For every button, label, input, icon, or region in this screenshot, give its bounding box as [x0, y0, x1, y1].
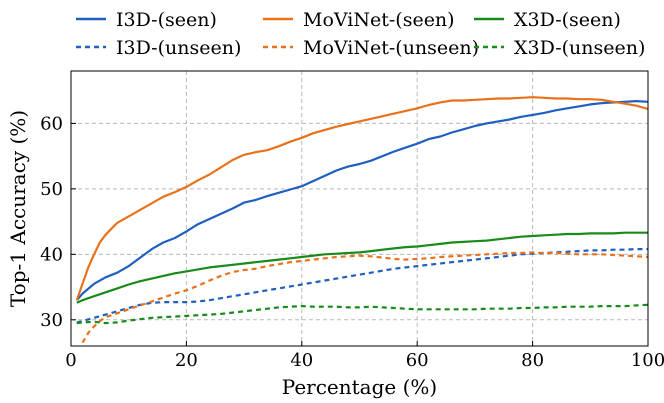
y-tick-label-40: 40 — [40, 244, 63, 265]
grid — [71, 71, 648, 346]
legend-label-x3d-seen: X3D-(seen) — [514, 9, 621, 31]
plot-frame — [70, 70, 649, 347]
series-line-x3d-seen — [76, 231, 648, 304]
series-line-movinet-unseen — [81, 251, 649, 344]
legend-label-i3d-unseen: I3D-(unseen) — [116, 37, 241, 59]
x-tick-label-100: 100 — [631, 350, 664, 371]
series-line-movinet-seen — [75, 96, 649, 301]
series-line-i3d-unseen — [76, 248, 648, 324]
x-tick-label-20: 20 — [175, 350, 198, 371]
legend-label-movinet-seen: MoViNet-(seen) — [303, 9, 455, 31]
series-line-x3d-unseen — [76, 303, 649, 325]
x-tick-label-80: 80 — [521, 350, 544, 371]
series-line-i3d-seen — [75, 100, 649, 301]
y-axis-label: Top-1 Accuracy (%) — [6, 110, 30, 307]
series-lines — [75, 96, 649, 344]
y-tick-label-60: 60 — [40, 113, 63, 134]
x-axis-label: Percentage (%) — [282, 375, 437, 399]
x-tick-label-40: 40 — [290, 350, 313, 371]
x-axis-ticks: 0 20 40 60 80 100 — [65, 341, 664, 371]
x-tick-label-0: 0 — [65, 350, 76, 371]
y-axis-ticks: 30 40 50 60 — [40, 113, 76, 331]
y-tick-label-50: 50 — [40, 179, 63, 200]
legend-label-x3d-unseen: X3D-(unseen) — [514, 37, 645, 59]
y-tick-label-30: 30 — [40, 310, 63, 331]
legend-label-movinet-unseen: MoViNet-(unseen) — [303, 37, 479, 59]
legend: I3D-(seen) MoViNet-(seen) X3D-(seen) I3D-(u… — [76, 9, 645, 59]
x-tick-label-60: 60 — [406, 350, 429, 371]
legend-label-i3d-seen: I3D-(seen) — [116, 9, 217, 31]
